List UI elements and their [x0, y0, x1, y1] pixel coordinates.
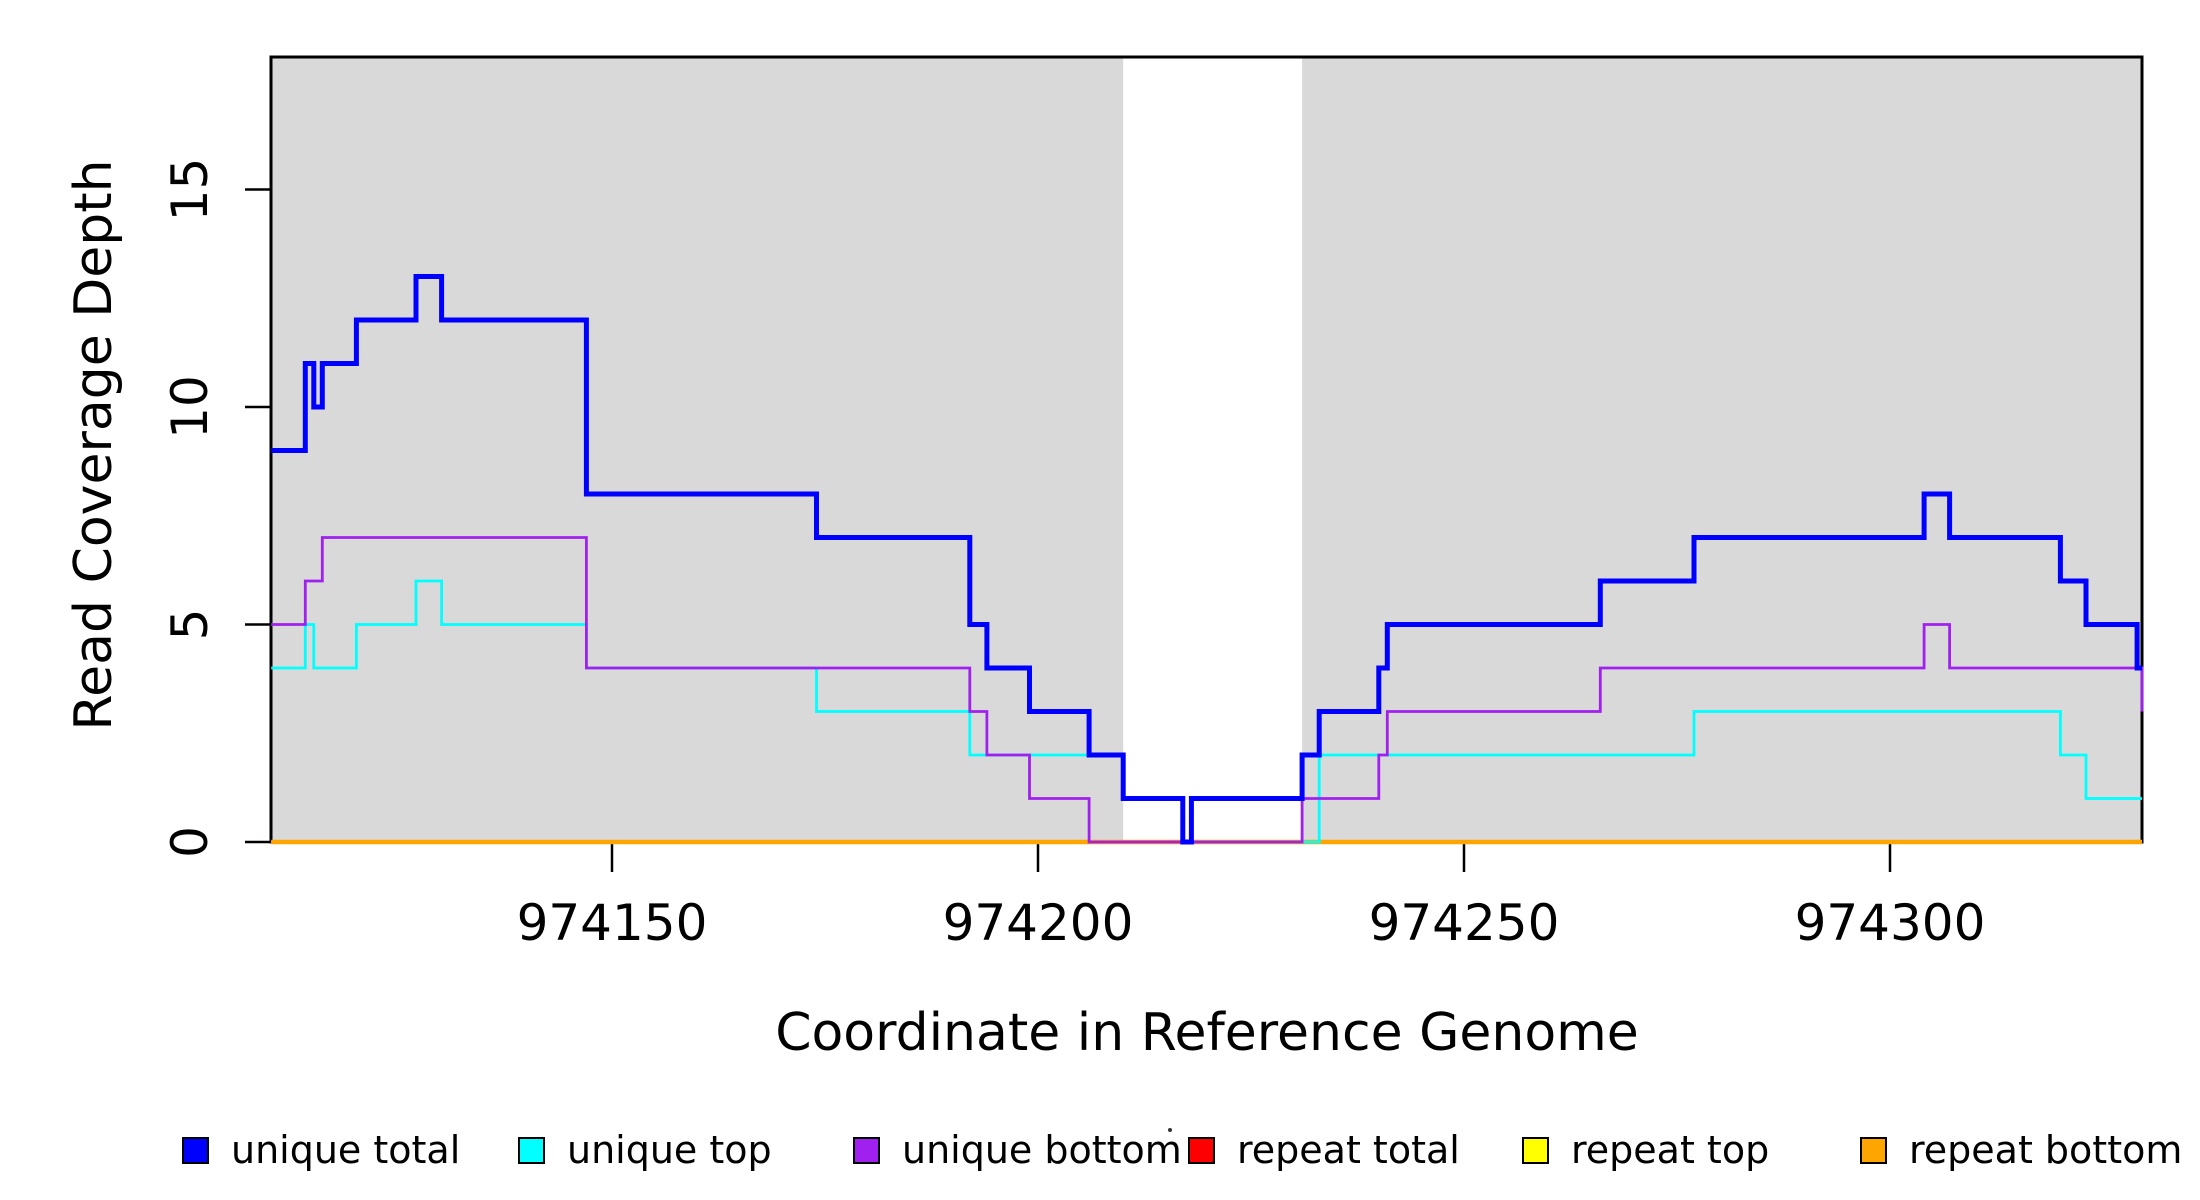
legend-label: unique bottom	[902, 1128, 1182, 1172]
shaded-region	[1302, 57, 2142, 842]
x-tick-label: 974200	[943, 894, 1134, 952]
legend-label: repeat top	[1571, 1128, 1770, 1172]
legend-swatch	[518, 1136, 545, 1164]
legend-item-unique-top: unique top	[518, 1128, 772, 1172]
series-line-unique-bottom	[271, 536, 2144, 844]
legend-swatch	[1188, 1136, 1215, 1164]
stray-point	[1168, 1128, 1172, 1132]
legend-label: repeat total	[1237, 1128, 1460, 1172]
legend-item-repeat-bottom: repeat bottom	[1860, 1128, 2183, 1172]
series-line-unique-top	[271, 579, 2142, 844]
y-tick-label: 0	[161, 826, 219, 858]
legend-label: repeat bottom	[1909, 1128, 2183, 1172]
series-line-unique-total	[271, 274, 2142, 845]
legend-item-repeat-total: repeat total	[1188, 1128, 1460, 1172]
y-axis-title: Read Coverage Depth	[64, 159, 124, 731]
x-tick-label: 974300	[1795, 894, 1986, 952]
y-tick-label: 10	[161, 375, 219, 439]
legend-item-unique-total: unique total	[182, 1128, 461, 1172]
x-tick-label: 974150	[517, 894, 708, 952]
legend-item-repeat-top: repeat top	[1522, 1128, 1770, 1172]
legend-item-unique-bottom: unique bottom	[853, 1128, 1182, 1172]
x-axis-title: Coordinate in Reference Genome	[775, 1003, 1639, 1063]
legend-label: unique total	[231, 1128, 461, 1172]
legend-swatch	[1860, 1136, 1887, 1164]
legend-swatch	[182, 1136, 209, 1164]
y-tick-label: 5	[161, 609, 219, 641]
x-tick-label: 974250	[1369, 894, 1560, 952]
legend-swatch	[1522, 1136, 1549, 1164]
shaded-region	[271, 57, 1124, 842]
legend-label: unique top	[567, 1128, 772, 1172]
legend-swatch	[853, 1136, 880, 1164]
y-tick-label: 15	[161, 158, 219, 222]
